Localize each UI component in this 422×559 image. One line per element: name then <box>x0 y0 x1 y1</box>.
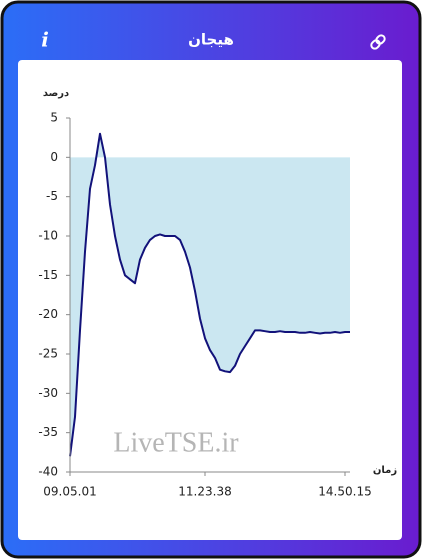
watermark: LiveTSE.ir <box>113 427 239 458</box>
y-tick-label: -15 <box>38 268 58 282</box>
card-title: هیجان <box>188 31 234 49</box>
y-tick-label: -35 <box>38 425 58 439</box>
y-tick-label: -25 <box>38 347 58 361</box>
y-tick-label: 0 <box>50 150 58 164</box>
y-tick-label: -30 <box>38 386 58 400</box>
x-axis-label: زمان <box>373 465 397 476</box>
link-button[interactable] <box>370 34 386 50</box>
x-tick-label: 14.50.15 <box>318 485 371 499</box>
y-tick-label: 5 <box>50 111 58 125</box>
x-tick-label: 11.23.38 <box>178 485 231 499</box>
area <box>70 133 350 457</box>
y-axis-label: درصد <box>43 88 69 99</box>
info-button[interactable]: i <box>41 28 49 52</box>
y-tick-label: -10 <box>38 229 58 243</box>
y-tick-label: -20 <box>38 307 58 321</box>
line <box>69 132 350 457</box>
y-tick-label: -40 <box>38 465 58 479</box>
x-tick-label: 09.05.01 <box>43 485 96 499</box>
y-tick-label: -5 <box>46 189 58 203</box>
